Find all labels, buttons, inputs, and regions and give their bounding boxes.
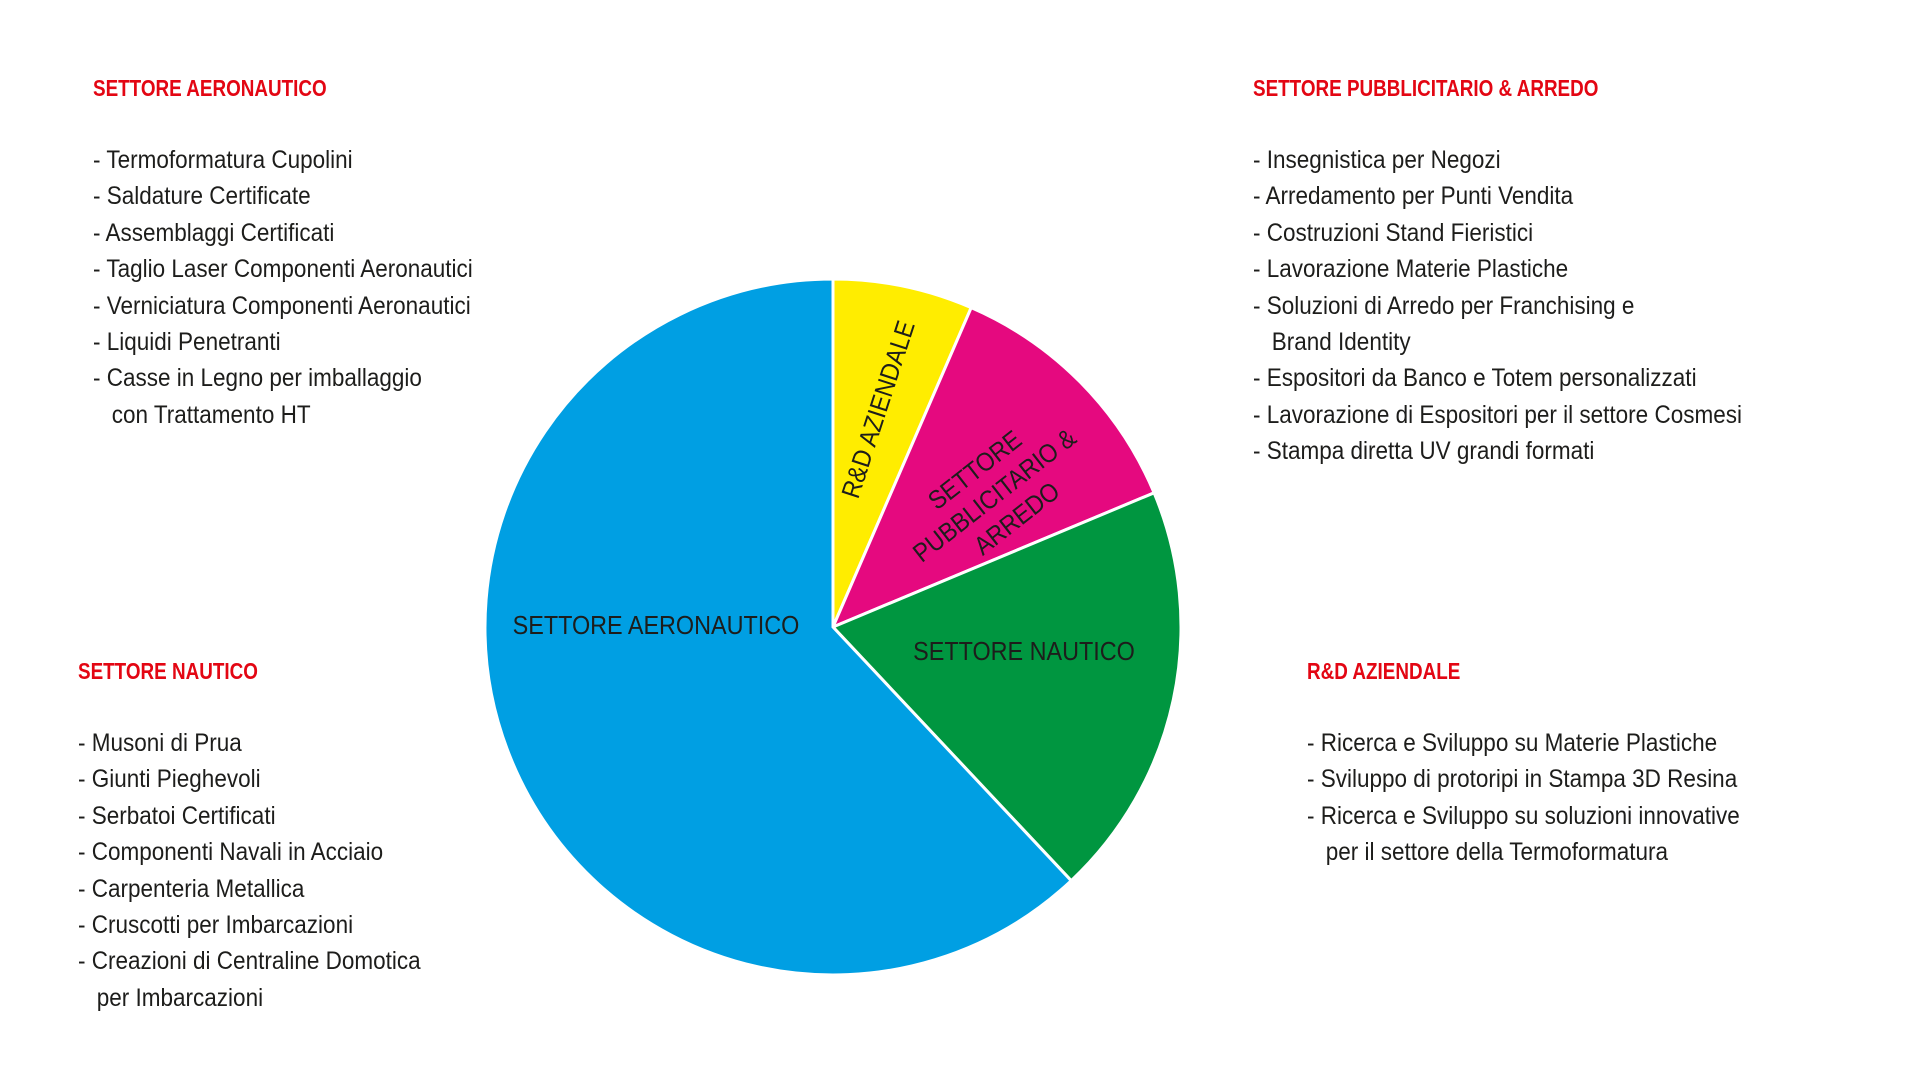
- list-item: per Imbarcazioni: [78, 983, 264, 1012]
- list-item: - Arredamento per Punti Vendita: [1253, 182, 1574, 211]
- list-item: - Costruzioni Stand Fieristici: [1253, 218, 1534, 247]
- section-title: SETTORE AERONAUTICO: [93, 75, 327, 101]
- list-item: - Saldature Certificate: [93, 182, 311, 211]
- list-item: - Cruscotti per Imbarcazioni: [78, 911, 354, 940]
- list-item: - Ricerca e Sviluppo su soluzioni innova…: [1307, 801, 1740, 830]
- list-item: per il settore della Termoformatura: [1307, 838, 1668, 867]
- item-list: - Insegnistica per Negozi - Arredamento p…: [1253, 142, 1796, 470]
- section-pubblicitario: SETTORE PUBBLICITARIO & ARREDO - Insegni…: [1253, 70, 1796, 470]
- list-item: - Verniciatura Componenti Aeronautici: [93, 291, 471, 320]
- pie-slice-settore-pubblicitario-arredo: [830, 305, 1157, 630]
- pie-slice-settore-aeronautico: [483, 277, 1074, 977]
- list-item: - Casse in Legno per imballaggio: [93, 364, 422, 393]
- section-title: SETTORE PUBBLICITARIO & ARREDO: [1253, 75, 1599, 101]
- section-rd: R&D AZIENDALE - Ricerca e Sviluppo su Ma…: [1307, 653, 1788, 871]
- list-item: Brand Identity: [1253, 328, 1411, 357]
- list-item: con Trattamento HT: [93, 400, 311, 429]
- list-item: - Stampa diretta UV grandi formati: [1253, 437, 1595, 466]
- section-title: R&D AZIENDALE: [1307, 658, 1461, 684]
- item-list: - Musoni di Prua - Giunti Pieghevoli - Ser…: [78, 725, 459, 1016]
- item-list: - Ricerca e Sviluppo su Materie Plastich…: [1307, 725, 1788, 871]
- list-item: - Termoformatura Cupolini: [93, 146, 353, 174]
- section-title: SETTORE NAUTICO: [78, 658, 258, 684]
- list-item: - Creazioni di Centraline Domotica: [78, 947, 421, 976]
- list-item: - Lavorazione Materie Plastiche: [1253, 255, 1569, 284]
- slice-label-nautico: SETTORE NAUTICO: [913, 638, 1135, 666]
- list-item: - Serbatoi Certificati: [78, 801, 276, 830]
- list-item: - Taglio Laser Componenti Aeronautici: [93, 255, 473, 284]
- list-item: - Soluzioni di Arredo per Franchising e: [1253, 291, 1635, 320]
- list-item: - Carpenteria Metallica: [78, 874, 305, 903]
- item-list: - Termoformatura Cupolini - Saldature Cer…: [93, 142, 515, 433]
- list-item: - Giunti Pieghevoli: [78, 765, 261, 794]
- slice-label-aeronautico: SETTORE AERONAUTICO: [513, 612, 800, 640]
- list-item: - Musoni di Prua: [78, 729, 242, 757]
- list-item: - Espositori da Banco e Totem personaliz…: [1253, 364, 1697, 393]
- pie-slice-settore-nautico: [830, 490, 1183, 883]
- list-item: - Liquidi Penetranti: [93, 328, 281, 357]
- section-nautico: SETTORE NAUTICO - Musoni di Prua - Giunti…: [78, 653, 459, 1016]
- section-aeronautico: SETTORE AERONAUTICO - Termoformatura Cup…: [93, 70, 515, 433]
- list-item: - Assemblaggi Certificati: [93, 218, 335, 247]
- list-item: - Insegnistica per Negozi: [1253, 146, 1501, 174]
- pie-slice-r-d-aziendale: [831, 277, 974, 628]
- list-item: - Componenti Navali in Acciaio: [78, 838, 384, 867]
- list-item: - Ricerca e Sviluppo su Materie Plastich…: [1307, 729, 1718, 757]
- list-item: - Lavorazione di Espositori per il setto…: [1253, 400, 1742, 429]
- list-item: - Sviluppo di protoripi in Stampa 3D Res…: [1307, 765, 1738, 794]
